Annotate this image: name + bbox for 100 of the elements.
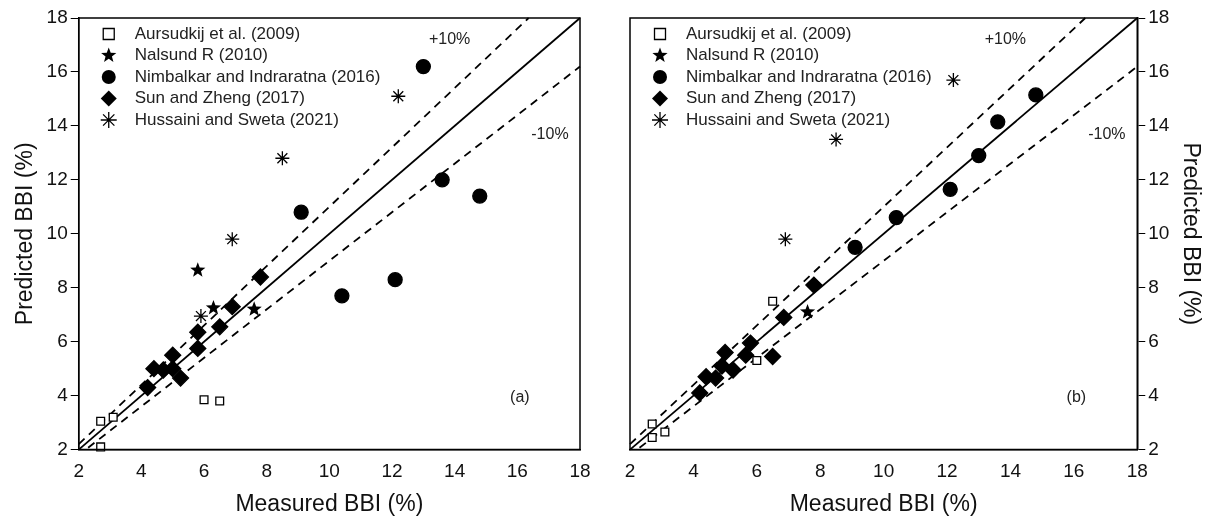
point	[387, 272, 403, 288]
legend-label: Nalsund R (2010)	[134, 45, 268, 65]
point	[752, 356, 762, 366]
legend-label: Hussaini and Sweta (2021)	[686, 109, 891, 129]
y-tick-label: 16	[1148, 60, 1170, 82]
y-tick-label: 2	[1148, 437, 1159, 459]
point	[1028, 87, 1044, 103]
point	[716, 343, 734, 362]
point	[246, 301, 262, 316]
y-tick-label: 2	[57, 437, 68, 459]
x-tick-label: 16	[506, 460, 528, 482]
annotation: (b)	[1066, 388, 1087, 406]
point	[390, 88, 406, 104]
x-tick-label: 6	[198, 460, 210, 482]
y-tick-label: 18	[1148, 6, 1170, 28]
annotation: +10%	[984, 29, 1027, 47]
point	[193, 308, 209, 324]
point	[171, 369, 190, 387]
point	[190, 262, 206, 277]
x-axis-title: Measured BBI (%)	[235, 489, 424, 516]
point	[139, 378, 157, 397]
point	[990, 114, 1006, 130]
y-tick-label: 14	[1148, 114, 1170, 136]
x-tick-label: 8	[814, 460, 826, 482]
point	[691, 384, 709, 402]
x-tick-label: 4	[688, 460, 700, 482]
point	[199, 395, 209, 405]
point	[647, 419, 657, 429]
point	[164, 346, 182, 364]
point	[223, 297, 241, 316]
x-tick-label: 8	[261, 460, 272, 482]
x-tick-label: 12	[381, 460, 403, 482]
point	[205, 299, 222, 315]
point	[971, 147, 987, 164]
point	[799, 304, 816, 319]
point	[888, 209, 904, 226]
point	[96, 416, 106, 426]
point	[647, 432, 657, 442]
point	[945, 72, 962, 88]
x-tick-label: 10	[873, 460, 895, 482]
point	[741, 334, 760, 352]
y-tick-label: 4	[1148, 383, 1160, 405]
y-tick-label: 16	[46, 60, 68, 82]
legend-label: Nimbalkar and Indraratna (2016)	[134, 66, 381, 86]
point	[775, 308, 793, 327]
annotation: -10%	[1088, 124, 1126, 142]
point	[251, 268, 270, 286]
x-tick-label: 12	[936, 460, 958, 482]
y-axis-title: Predicted BBI (%)	[1178, 142, 1205, 326]
x-tick-label: 2	[73, 460, 85, 482]
point	[274, 150, 291, 166]
x-tick-label: 14	[444, 460, 466, 482]
annotation: -10%	[531, 124, 569, 142]
y-axis-title: Predicted BBI (%)	[11, 142, 38, 326]
point	[334, 288, 350, 304]
point	[472, 188, 488, 204]
legend-label: Aursudkij et al. (2009)	[134, 23, 301, 43]
y-tick-label: 12	[1148, 168, 1170, 190]
y-tick-label: 18	[46, 6, 68, 28]
legend-label: Nimbalkar and Indraratna (2016)	[686, 66, 932, 86]
point	[293, 204, 309, 220]
legend-label: Sun and Zheng (2017)	[686, 88, 857, 108]
point	[211, 318, 229, 336]
y-tick-label: 4	[57, 383, 69, 405]
y-tick-label: 12	[46, 168, 68, 190]
x-axis-title: Measured BBI (%)	[789, 489, 978, 516]
point	[764, 347, 782, 366]
point	[942, 181, 958, 197]
point	[660, 427, 670, 437]
legend-label: Hussaini and Sweta (2021)	[134, 109, 339, 129]
point	[434, 172, 450, 188]
x-tick-label: 4	[136, 460, 148, 482]
y-tick-label: 6	[57, 329, 68, 351]
point	[724, 361, 742, 379]
point	[713, 357, 731, 375]
y-tick-label: 14	[46, 114, 69, 136]
x-tick-label: 2	[624, 460, 636, 482]
y-tick-label: 6	[1148, 329, 1159, 351]
point	[828, 131, 844, 148]
point	[737, 346, 755, 364]
y-tick-label: 8	[57, 275, 68, 297]
legend-label: Aursudkij et al. (2009)	[686, 23, 852, 43]
point	[768, 296, 778, 306]
annotation: (a)	[510, 388, 530, 406]
point	[777, 231, 793, 247]
point	[215, 396, 225, 406]
point	[415, 58, 431, 75]
point	[189, 323, 207, 341]
x-tick-label: 14	[999, 460, 1022, 482]
y-tick-label: 8	[1148, 275, 1159, 297]
point	[189, 339, 207, 358]
x-tick-label: 16	[1063, 460, 1085, 482]
point	[224, 231, 240, 247]
legend-label: Nalsund R (2010)	[686, 45, 820, 65]
x-tick-label: 10	[318, 460, 340, 482]
x-tick-label: 18	[569, 460, 591, 482]
annotation: +10%	[428, 29, 471, 47]
point	[805, 276, 823, 294]
x-tick-label: 6	[751, 460, 763, 482]
point	[108, 412, 118, 422]
